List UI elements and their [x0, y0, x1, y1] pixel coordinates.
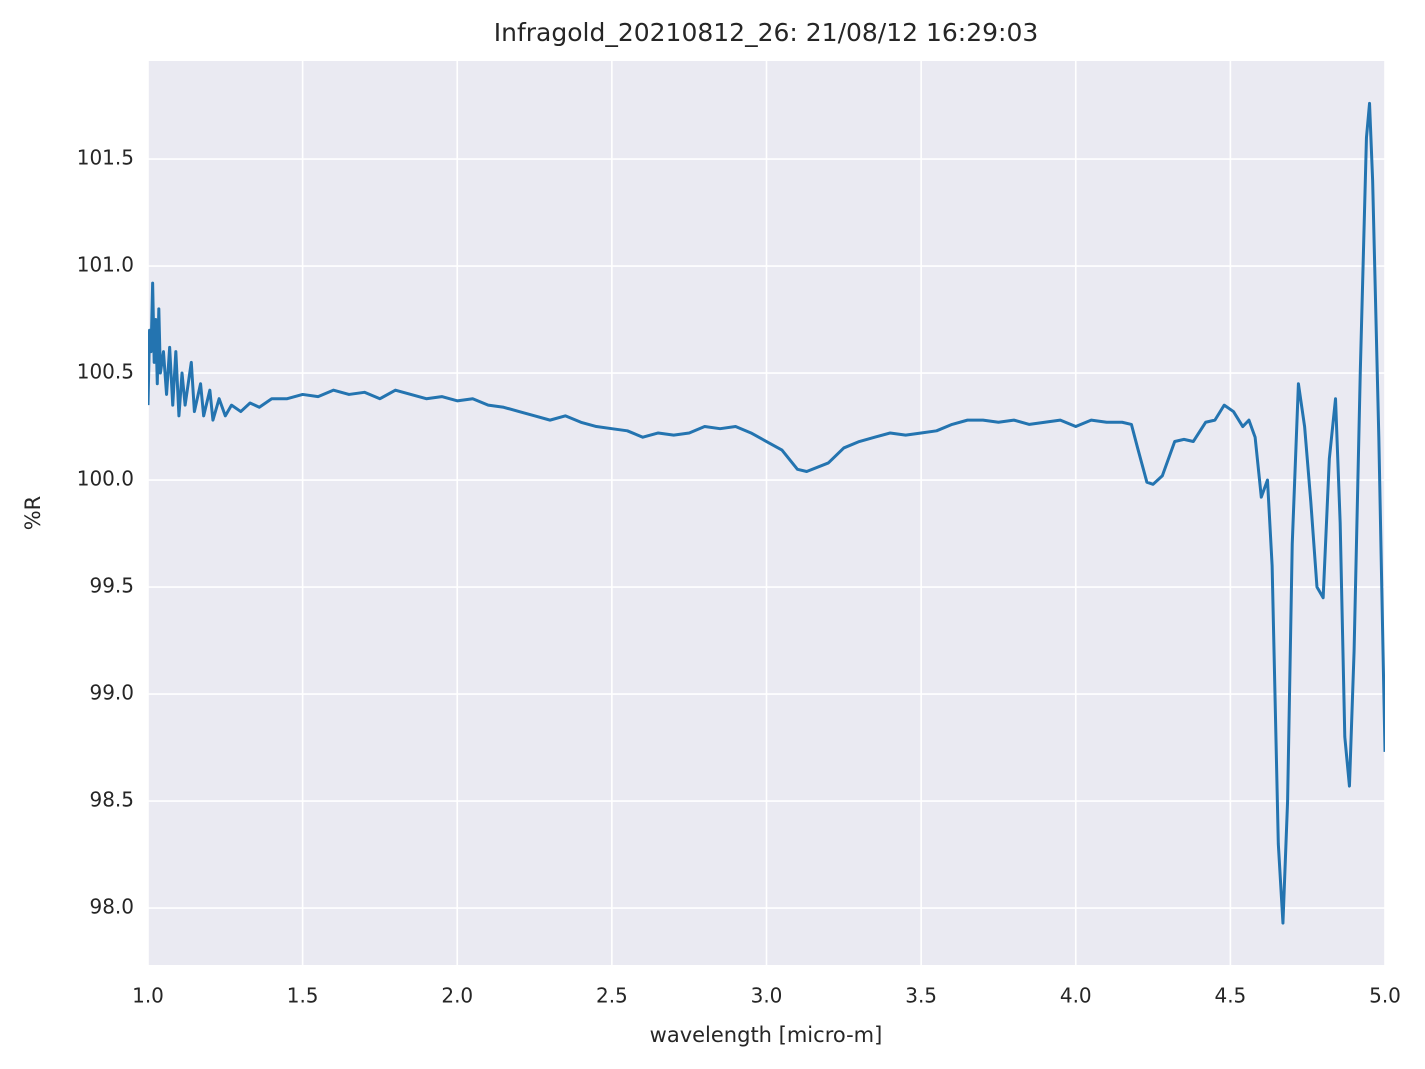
- x-tick-label: 5.0: [1369, 984, 1401, 1008]
- x-tick-label: 2.5: [596, 984, 628, 1008]
- y-tick-label: 99.5: [89, 574, 134, 598]
- y-tick-label: 101.0: [77, 253, 134, 277]
- x-tick-label: 3.0: [751, 984, 783, 1008]
- chart-title: Infragold_20210812_26: 21/08/12 16:29:03: [494, 18, 1039, 47]
- y-tick-label: 98.0: [89, 895, 134, 919]
- y-tick-label: 101.5: [77, 146, 134, 170]
- x-axis-label: wavelength [micro-m]: [650, 1023, 883, 1047]
- x-tick-label: 1.0: [132, 984, 164, 1008]
- x-tick-label: 4.0: [1060, 984, 1092, 1008]
- y-tick-label: 98.5: [89, 788, 134, 812]
- x-tick-label: 2.0: [441, 984, 473, 1008]
- y-tick-label: 100.0: [77, 467, 134, 491]
- x-tick-label: 3.5: [905, 984, 937, 1008]
- x-tick-label: 4.5: [1214, 984, 1246, 1008]
- y-axis-label: %R: [21, 496, 45, 531]
- x-tick-label: 1.5: [287, 984, 319, 1008]
- data-line: [148, 101, 1385, 925]
- y-tick-label: 99.0: [89, 681, 134, 705]
- y-tick-label: 100.5: [77, 360, 134, 384]
